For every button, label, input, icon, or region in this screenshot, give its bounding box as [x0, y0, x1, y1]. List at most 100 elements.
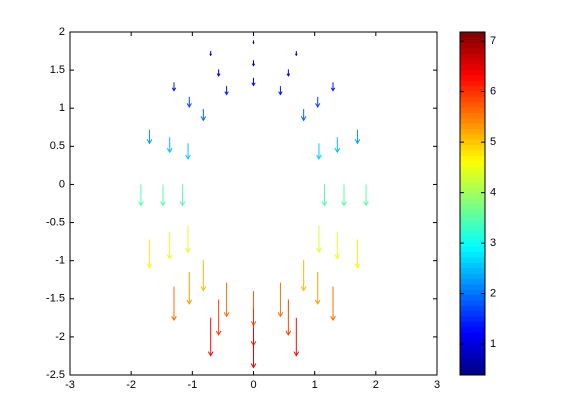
- arrow-head: [223, 312, 230, 318]
- colorbar-cell: [460, 171, 485, 178]
- arrow: [334, 137, 341, 154]
- arrow: [315, 96, 321, 108]
- arrow: [179, 184, 186, 207]
- arrow-head: [138, 201, 144, 207]
- colorbar-cell: [460, 85, 485, 92]
- arrow-head: [330, 87, 336, 92]
- arrow-head: [334, 147, 341, 154]
- colorbar-tick-label: 5: [490, 136, 496, 148]
- arrow: [160, 184, 166, 207]
- colorbar-cell: [460, 332, 485, 338]
- colorbar-cell: [460, 348, 485, 355]
- arrow-head: [200, 286, 207, 292]
- x-tick-label: 0: [250, 379, 256, 391]
- arrow-head: [185, 247, 191, 253]
- colorbar-cell: [460, 342, 485, 349]
- x-tick-label: 3: [434, 379, 440, 391]
- arrow-head: [300, 286, 307, 292]
- arrow: [186, 272, 193, 305]
- arrow: [316, 143, 322, 160]
- colorbar-cell: [460, 353, 485, 360]
- colorbar-cell: [460, 123, 485, 129]
- arrow: [216, 69, 221, 77]
- colorbar-cell: [460, 80, 485, 87]
- colorbar-tick-label: 7: [490, 35, 496, 47]
- arrow: [300, 259, 307, 292]
- arrow: [185, 143, 191, 160]
- y-tick-label: 2: [59, 26, 65, 38]
- arrow-head: [215, 330, 222, 336]
- arrow: [166, 231, 173, 260]
- arrow: [146, 129, 153, 145]
- colorbar-cell: [460, 192, 485, 199]
- arrow: [278, 86, 283, 96]
- colorbar-cell: [460, 257, 485, 263]
- x-tick-label: -1: [187, 379, 197, 391]
- arrow: [354, 239, 361, 269]
- arrow: [300, 108, 307, 122]
- colorbar-cell: [460, 241, 485, 247]
- arrow-head: [341, 201, 347, 207]
- colorbar-cell: [460, 160, 485, 167]
- colorbar-cell: [460, 133, 485, 140]
- colorbar-cell: [460, 224, 485, 231]
- arrow-head: [166, 254, 173, 260]
- arrow-head: [146, 139, 153, 145]
- arrow: [295, 51, 298, 57]
- arrow-head: [250, 363, 257, 369]
- colorbar-cell: [460, 278, 485, 285]
- colorbar-tick-label: 1: [490, 338, 496, 350]
- colorbar-cell: [460, 230, 485, 237]
- colorbar-cell: [460, 358, 485, 365]
- colorbar-frame: [459, 31, 486, 376]
- y-tick-label: -2.5: [46, 369, 65, 381]
- arrow: [363, 184, 369, 207]
- colorbar-cell: [460, 299, 485, 306]
- arrow-head: [300, 116, 307, 122]
- arrow: [341, 184, 347, 207]
- colorbar-tick-label: 2: [490, 288, 496, 300]
- arrow: [316, 225, 322, 253]
- x-tick-label: 1: [312, 379, 318, 391]
- colorbar-cell: [460, 289, 485, 296]
- x-tick-label: 2: [373, 379, 379, 391]
- colorbar-cell: [460, 37, 485, 44]
- arrow-head: [285, 330, 292, 336]
- arrow-head: [166, 147, 173, 154]
- arrow-head: [251, 82, 256, 87]
- arrow-head: [186, 299, 193, 305]
- y-tick-label: 0: [59, 178, 65, 190]
- arrow: [321, 184, 328, 207]
- arrow: [354, 129, 361, 145]
- colorbar-cell: [460, 117, 485, 124]
- colorbar-tick-label: 3: [490, 237, 496, 249]
- colorbar-cell: [460, 235, 485, 242]
- colorbar-cell: [460, 267, 485, 274]
- arrow-head: [334, 254, 341, 260]
- colorbar-cell: [460, 96, 485, 103]
- colorbar-cell: [460, 273, 485, 280]
- arrow-head: [251, 63, 256, 67]
- arrow-head: [316, 247, 322, 253]
- arrow: [251, 60, 256, 67]
- colorbar-cell: [460, 246, 485, 253]
- arrow: [330, 286, 336, 322]
- arrow-head: [216, 73, 221, 77]
- y-tick-label: -2: [55, 331, 65, 343]
- arrow-head: [314, 299, 321, 305]
- arrow: [171, 82, 177, 92]
- arrow: [171, 286, 177, 322]
- arrow: [209, 51, 212, 57]
- colorbar-cell: [460, 144, 485, 151]
- colorbar-cell: [460, 155, 485, 162]
- colorbar-cell: [460, 364, 485, 371]
- colorbar-cell: [460, 326, 485, 333]
- arrow: [250, 328, 257, 369]
- y-tick-label: 1: [59, 102, 65, 114]
- colorbar-cell: [460, 262, 485, 269]
- arrow: [330, 82, 336, 92]
- arrow-head: [293, 351, 300, 357]
- colorbar-cell: [460, 149, 485, 156]
- colorbar-cell: [460, 310, 485, 317]
